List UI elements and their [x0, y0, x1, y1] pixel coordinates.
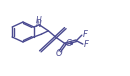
Text: O: O	[56, 49, 62, 58]
Text: F: F	[83, 30, 87, 39]
Text: H: H	[36, 16, 41, 25]
Text: N: N	[36, 20, 41, 29]
Text: F: F	[84, 40, 89, 49]
Text: C: C	[66, 39, 72, 48]
